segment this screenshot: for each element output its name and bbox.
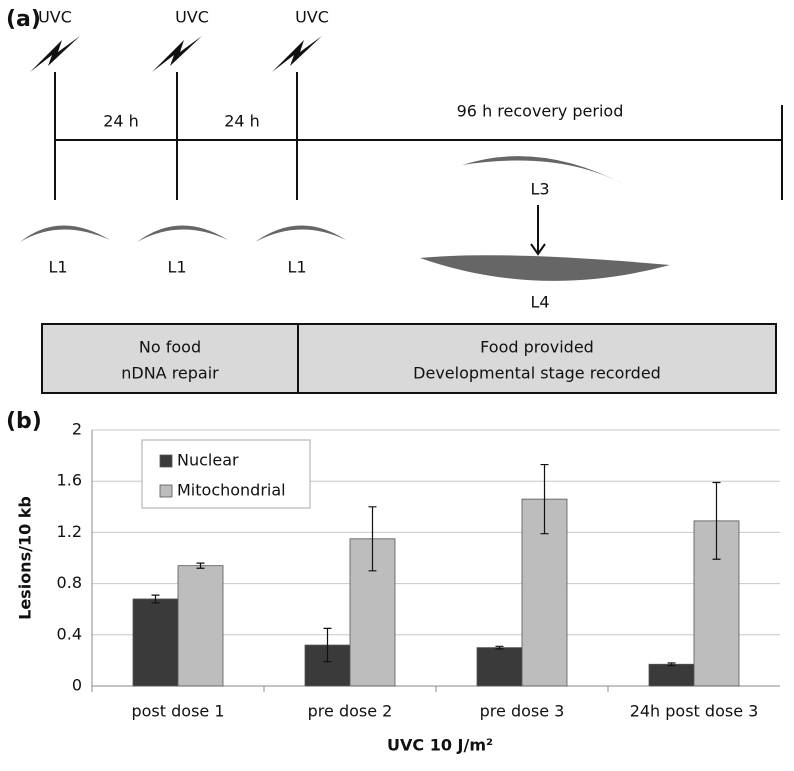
y-tick-label: 0 xyxy=(72,676,82,695)
error-bar xyxy=(495,645,504,650)
x-tick-label: pre dose 2 xyxy=(308,702,393,721)
y-tick-label: 0.8 xyxy=(57,573,82,592)
stage-label: L3 xyxy=(530,180,549,199)
stage-label: L1 xyxy=(167,258,186,277)
lightning-icons xyxy=(30,36,322,72)
box-text: Food provided xyxy=(480,338,594,357)
uvc-label: UVC xyxy=(295,8,329,27)
box-text: nDNA repair xyxy=(121,364,219,383)
x-tick-label: pre dose 3 xyxy=(480,702,565,721)
stage-label: L1 xyxy=(287,258,306,277)
condition-boxes xyxy=(41,323,777,394)
interval-label: 24 h xyxy=(224,112,260,131)
legend-swatch xyxy=(159,484,173,498)
box-text: Developmental stage recorded xyxy=(413,364,661,383)
error-bar xyxy=(196,562,205,569)
uvc-label: UVC xyxy=(38,8,72,27)
stage-label: L4 xyxy=(530,293,549,312)
x-tick-label: 24h post dose 3 xyxy=(630,702,759,721)
bar xyxy=(476,647,523,687)
error-bar xyxy=(151,594,160,604)
error-bar xyxy=(540,463,549,535)
bar xyxy=(648,663,695,687)
stage-label: L1 xyxy=(48,258,67,277)
error-bar xyxy=(712,481,721,560)
y-tick-label: 1.2 xyxy=(57,522,82,541)
worms xyxy=(20,156,670,281)
y-axis-label: Lesions/10 kb xyxy=(16,496,35,620)
panel-label: (a) xyxy=(6,7,41,32)
error-bar xyxy=(368,506,377,572)
y-tick-label: 0.4 xyxy=(57,624,82,643)
x-axis-label: UVC 10 J/m² xyxy=(387,736,493,755)
legend-label: Nuclear xyxy=(177,451,239,470)
error-bar xyxy=(667,662,676,667)
uvc-label: UVC xyxy=(175,8,209,27)
error-bar xyxy=(323,627,332,663)
bar xyxy=(177,565,224,687)
y-tick-label: 2 xyxy=(72,420,82,439)
timeline xyxy=(54,72,783,256)
recovery-label: 96 h recovery period xyxy=(457,102,624,121)
y-tick-label: 1.6 xyxy=(57,471,82,490)
interval-label: 24 h xyxy=(103,112,139,131)
legend-label: Mitochondrial xyxy=(177,481,286,500)
box-text: No food xyxy=(139,338,201,357)
panel-label: (b) xyxy=(6,409,42,434)
legend-swatch xyxy=(159,454,173,468)
bar xyxy=(132,598,179,687)
x-tick-label: post dose 1 xyxy=(131,702,224,721)
